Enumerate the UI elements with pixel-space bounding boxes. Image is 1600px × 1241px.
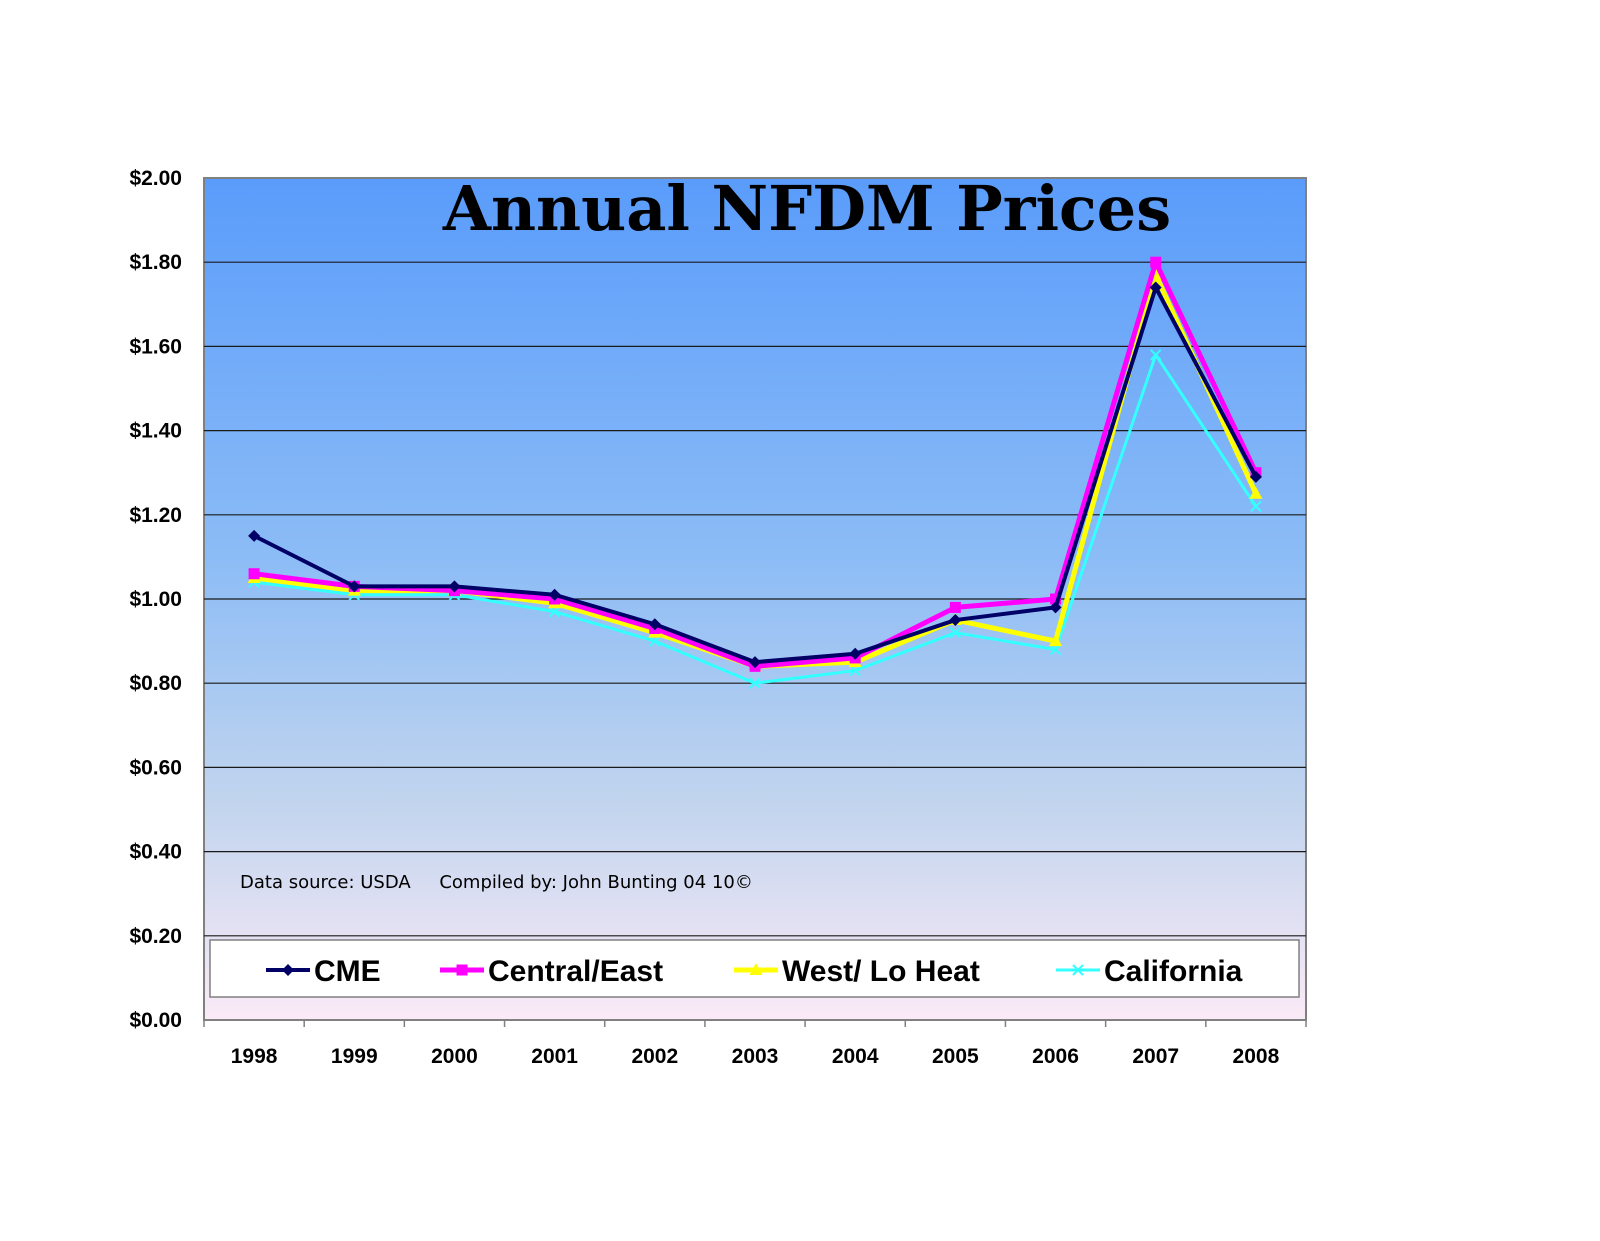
x-tick-label: 2007 <box>1132 1045 1179 1068</box>
data-point <box>1249 470 1262 483</box>
data-point <box>1250 500 1262 513</box>
y-tick-label: $0.00 <box>129 1009 182 1032</box>
y-tick-label: $1.40 <box>129 420 182 443</box>
legend: CME Central/East West/ Lo Heat California <box>209 939 1300 998</box>
x-tick-label: 1998 <box>231 1045 278 1068</box>
y-tick-label: $0.60 <box>129 756 182 779</box>
data-point <box>949 614 962 627</box>
legend-item: West/ Lo Heat <box>734 955 980 988</box>
data-point <box>248 529 261 542</box>
data-point <box>949 626 962 639</box>
data-point <box>1149 281 1162 294</box>
y-tick-label: $1.00 <box>129 588 182 611</box>
data-point <box>649 635 661 647</box>
y-tick-label: $0.40 <box>129 841 182 864</box>
y-tick-label: $1.60 <box>129 335 182 358</box>
legend-label: California <box>1104 955 1243 988</box>
data-source-note: Data source: USDA Compiled by: John Bunt… <box>240 872 753 893</box>
data-point <box>548 588 561 601</box>
legend-item: California <box>1056 955 1243 988</box>
axes: $0.00 $0.20 $0.40 $0.60 $0.80 $1.00 $1.20 $1.40… <box>129 167 1307 1068</box>
x-tick-label: 2005 <box>932 1045 979 1068</box>
y-tick-label: $1.20 <box>129 504 182 527</box>
data-point <box>1050 593 1062 605</box>
data-point <box>548 605 561 618</box>
x-tick-label: 2002 <box>631 1045 678 1068</box>
legend-marker <box>282 964 294 976</box>
data-point <box>648 618 661 631</box>
legend-marker <box>749 963 763 975</box>
x-tick-label: 2004 <box>832 1045 879 1068</box>
y-tick-label: $0.20 <box>129 925 182 948</box>
data-point <box>1049 601 1062 614</box>
legend-label: Central/East <box>488 955 663 988</box>
data-point <box>248 568 260 580</box>
legend-marker <box>1072 964 1084 976</box>
x-tick-label: 2008 <box>1233 1045 1280 1068</box>
data-point <box>1049 643 1062 656</box>
legend-item: CME <box>266 955 381 988</box>
y-tick-label: $0.80 <box>129 672 182 695</box>
x-tick-label: 2000 <box>431 1045 478 1068</box>
x-tick-label: 2003 <box>732 1045 779 1068</box>
series-cme <box>248 281 1262 669</box>
x-tick-label: 2006 <box>1032 1045 1079 1068</box>
data-point <box>448 580 461 593</box>
data-point <box>1150 349 1162 361</box>
legend-label: CME <box>314 955 381 988</box>
data-point <box>849 664 861 677</box>
legend-marker <box>456 964 468 976</box>
data-point <box>1049 634 1063 647</box>
data-point <box>749 677 761 689</box>
gridlines <box>204 261 1306 937</box>
y-tick-label: $1.80 <box>129 251 182 274</box>
data-point <box>749 656 761 669</box>
data-point <box>348 580 361 593</box>
x-tick-label: 2001 <box>531 1045 578 1068</box>
x-tick-label: 1999 <box>331 1045 378 1068</box>
legend-label: West/ Lo Heat <box>782 955 980 988</box>
data-point <box>1249 486 1263 499</box>
series-lines <box>247 256 1263 689</box>
data-point <box>949 601 961 613</box>
data-point <box>849 647 862 660</box>
chart-title: Annual NFDM Prices <box>442 172 1171 245</box>
y-tick-label: $2.00 <box>129 167 182 190</box>
legend-item: Central/East <box>440 955 663 988</box>
data-point <box>1150 256 1162 268</box>
